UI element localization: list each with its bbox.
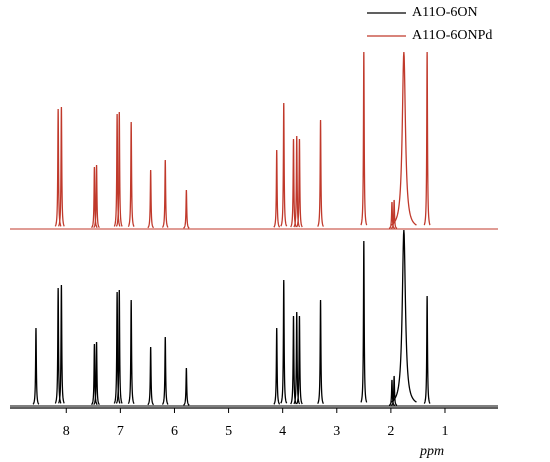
- legend-label: A11O-6ONPd: [412, 28, 492, 43]
- x-axis-label: ppm: [419, 444, 444, 459]
- peak: [296, 138, 303, 228]
- peak: [115, 289, 123, 404]
- peak: [280, 279, 288, 404]
- peak: [360, 240, 368, 403]
- peak: [390, 229, 417, 403]
- peak: [91, 166, 98, 229]
- peak: [280, 102, 288, 227]
- peak: [293, 135, 301, 228]
- peak: [93, 164, 100, 229]
- peak: [57, 106, 65, 227]
- peak: [183, 367, 190, 406]
- x-tick-label: 3: [333, 424, 340, 439]
- peak: [93, 341, 100, 406]
- peak: [147, 169, 154, 229]
- peak: [390, 51, 417, 226]
- peak: [115, 111, 123, 227]
- peak: [388, 379, 396, 407]
- peak: [32, 327, 40, 405]
- x-tick-label: 7: [117, 424, 124, 439]
- peak: [317, 299, 324, 404]
- peak: [147, 346, 154, 406]
- peak: [127, 121, 135, 228]
- peak: [113, 113, 121, 227]
- peak: [273, 327, 281, 405]
- peak: [273, 149, 281, 228]
- x-tick-label: 6: [171, 424, 178, 439]
- legend-label: A11O-6ON: [412, 5, 478, 20]
- peak: [91, 343, 98, 406]
- peak: [161, 159, 169, 228]
- peak: [390, 199, 398, 229]
- peak: [317, 119, 324, 227]
- peak: [293, 311, 301, 405]
- x-tick-label: 8: [63, 424, 70, 439]
- peak: [296, 315, 303, 405]
- x-tick-label: 2: [387, 424, 394, 439]
- peak: [161, 336, 169, 405]
- peak: [183, 189, 190, 229]
- peak: [113, 291, 121, 404]
- peak: [57, 284, 65, 404]
- peak: [390, 375, 398, 406]
- peak: [127, 299, 135, 405]
- x-tick-label: 1: [441, 424, 448, 439]
- peak: [423, 51, 431, 226]
- x-tick-label: 4: [279, 424, 286, 439]
- peak: [388, 201, 396, 230]
- peak: [360, 51, 368, 226]
- peak: [423, 295, 431, 404]
- x-tick-label: 5: [225, 424, 232, 439]
